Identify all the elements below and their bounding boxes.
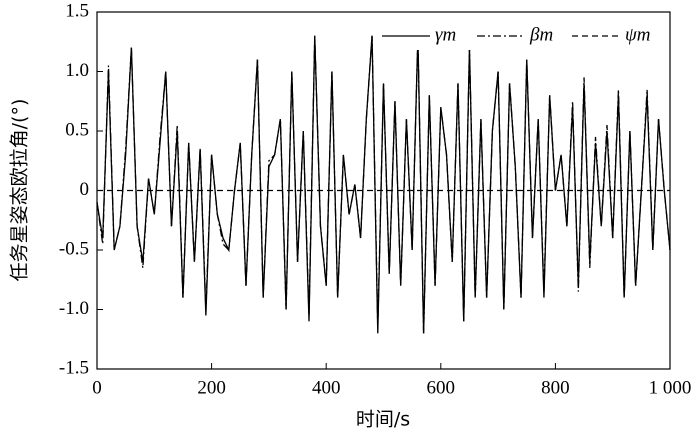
y-tick-label: 0.5 (65, 119, 89, 140)
legend-bg (475, 22, 570, 50)
x-tick-label: 1 000 (649, 377, 692, 398)
y-tick-label: -1.0 (59, 298, 89, 319)
legend-label: βm (529, 24, 553, 45)
legend-label: γm (435, 24, 456, 45)
y-tick-label: 0 (80, 179, 90, 200)
x-axis-label: 时间/s (356, 409, 410, 431)
x-tick-label: 400 (312, 377, 341, 398)
y-axis-label: 任务星姿态欧拉角/(°) (9, 99, 31, 282)
x-tick-label: 800 (541, 377, 570, 398)
y-tick-label: -0.5 (59, 238, 89, 259)
y-tick-label: -1.5 (59, 357, 89, 378)
x-tick-label: 200 (197, 377, 226, 398)
y-tick-label: 1.5 (65, 0, 89, 21)
y-tick-label: 1.0 (65, 60, 89, 81)
series-line (96, 35, 671, 334)
x-tick-label: 0 (92, 377, 102, 398)
x-tick-label: 600 (427, 377, 456, 398)
legend-label: ψm (625, 24, 651, 45)
